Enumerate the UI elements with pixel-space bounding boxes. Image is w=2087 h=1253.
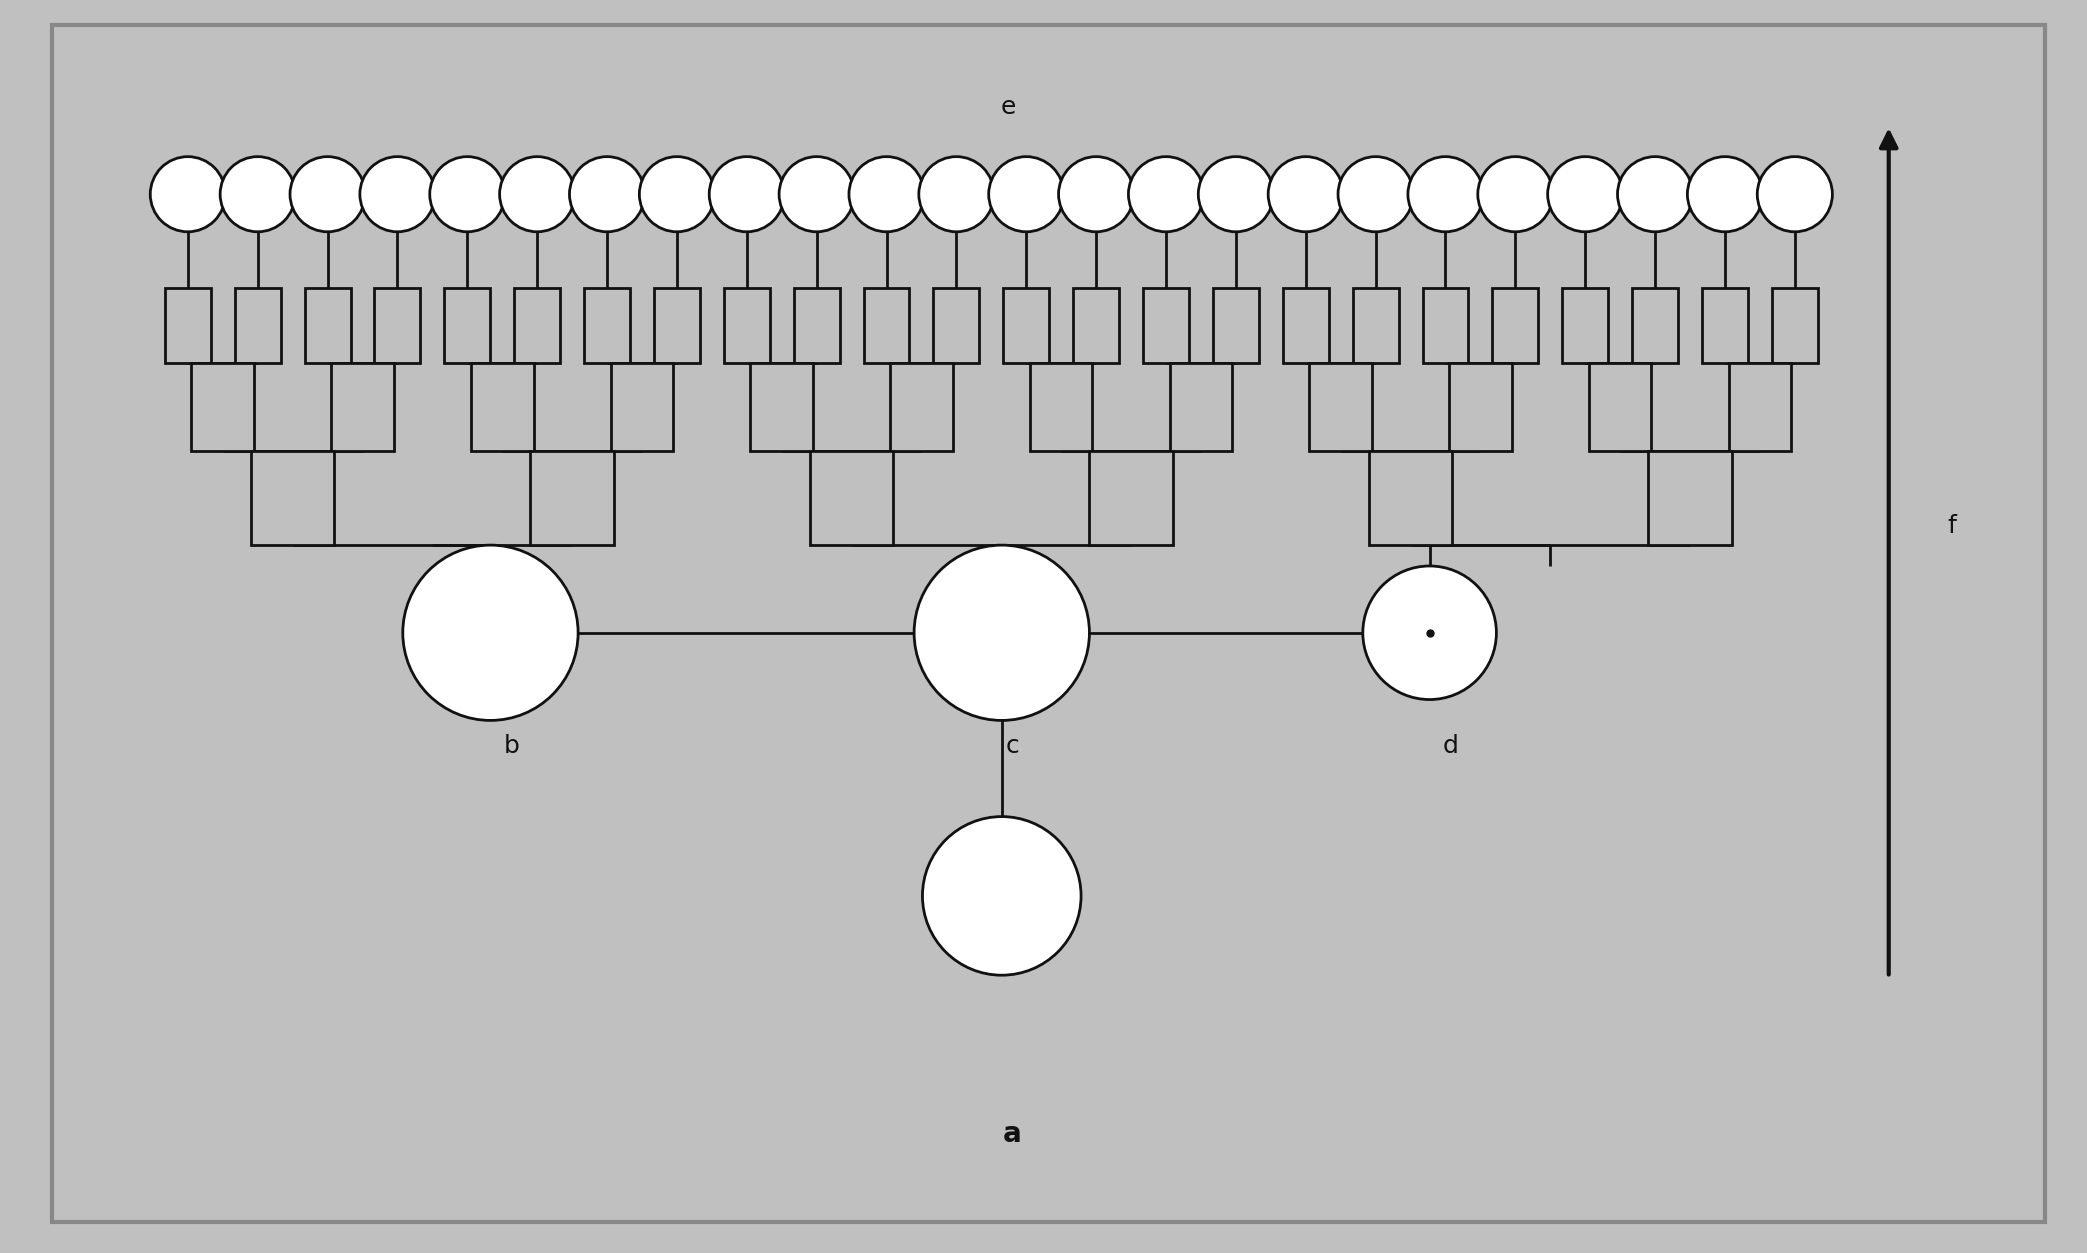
Bar [305, 288, 351, 363]
Ellipse shape [430, 157, 505, 232]
Bar [192, 363, 255, 451]
Ellipse shape [1478, 157, 1553, 232]
Bar [1423, 288, 1469, 363]
Ellipse shape [359, 157, 434, 232]
Bar [165, 288, 211, 363]
Bar [1772, 288, 1818, 363]
Bar [472, 363, 534, 451]
Ellipse shape [499, 157, 574, 232]
Ellipse shape [1058, 157, 1133, 232]
Text: e: e [1000, 94, 1016, 119]
Bar [332, 363, 394, 451]
Bar [374, 288, 419, 363]
Ellipse shape [1363, 566, 1496, 699]
Text: b: b [503, 733, 520, 758]
Bar [234, 288, 280, 363]
Bar [1029, 363, 1092, 451]
Bar [1448, 363, 1511, 451]
Ellipse shape [1269, 157, 1344, 232]
Ellipse shape [150, 157, 225, 232]
Bar [1004, 288, 1050, 363]
Bar [1492, 288, 1538, 363]
Ellipse shape [1617, 157, 1693, 232]
Ellipse shape [1409, 157, 1484, 232]
Bar [1284, 288, 1329, 363]
Ellipse shape [710, 157, 785, 232]
Ellipse shape [1757, 157, 1832, 232]
Bar [584, 288, 630, 363]
Bar [1649, 451, 1732, 545]
Ellipse shape [1688, 157, 1764, 232]
Ellipse shape [1129, 157, 1204, 232]
Bar [1213, 288, 1258, 363]
Ellipse shape [290, 157, 365, 232]
Bar [611, 363, 674, 451]
Bar [724, 288, 770, 363]
Bar [751, 363, 814, 451]
Bar [1169, 363, 1231, 451]
Ellipse shape [778, 157, 854, 232]
Text: c: c [1006, 733, 1018, 758]
Ellipse shape [1549, 157, 1624, 232]
Bar [1728, 363, 1791, 451]
Ellipse shape [914, 545, 1089, 720]
Bar [810, 451, 893, 545]
Bar [530, 451, 614, 545]
Bar [1632, 288, 1678, 363]
Bar [1309, 363, 1371, 451]
Bar [513, 288, 559, 363]
Ellipse shape [639, 157, 714, 232]
Bar [445, 288, 490, 363]
Bar [1369, 451, 1453, 545]
Bar [1588, 363, 1651, 451]
Ellipse shape [570, 157, 645, 232]
Bar [793, 288, 839, 363]
Bar [1089, 451, 1173, 545]
Ellipse shape [918, 157, 993, 232]
Ellipse shape [403, 545, 578, 720]
Ellipse shape [989, 157, 1064, 232]
Bar [653, 288, 699, 363]
Bar [250, 451, 334, 545]
Bar [1352, 288, 1398, 363]
Bar [891, 363, 954, 451]
Text: a: a [1004, 1120, 1021, 1148]
Text: f: f [1947, 514, 1956, 539]
Bar [1563, 288, 1609, 363]
Bar [1073, 288, 1119, 363]
Ellipse shape [849, 157, 925, 232]
FancyBboxPatch shape [52, 25, 2045, 1222]
Bar [1144, 288, 1190, 363]
Bar [933, 288, 979, 363]
Bar [864, 288, 910, 363]
Ellipse shape [922, 817, 1081, 975]
Bar [1703, 288, 1749, 363]
Ellipse shape [219, 157, 294, 232]
Ellipse shape [1338, 157, 1413, 232]
Text: d: d [1442, 733, 1459, 758]
Ellipse shape [1198, 157, 1273, 232]
